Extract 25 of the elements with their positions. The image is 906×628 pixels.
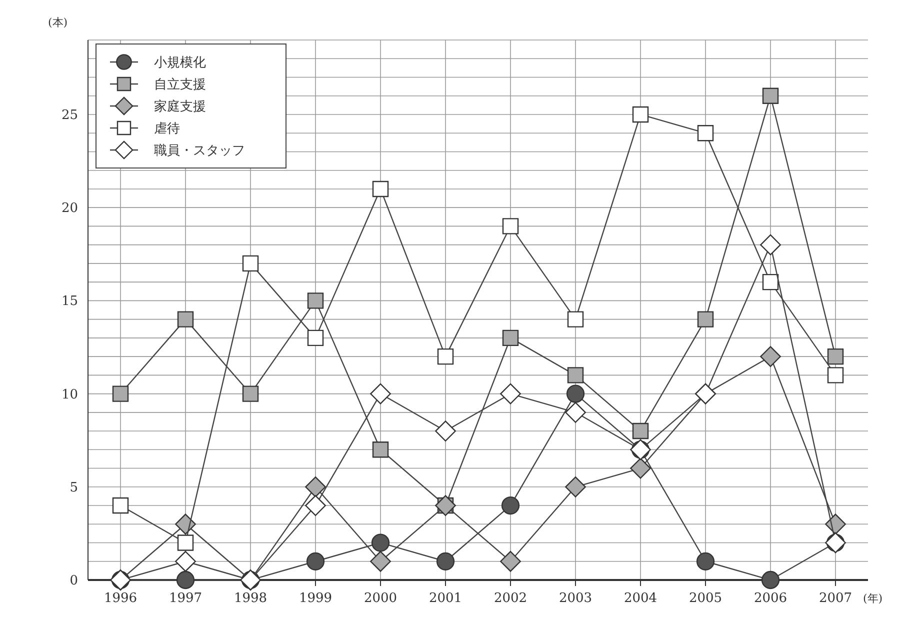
x-tick-label: 1998	[234, 591, 268, 606]
x-tick-label: 2005	[688, 591, 722, 606]
x-tick-label: 1996	[104, 591, 138, 606]
y-tick-label: 15	[61, 294, 78, 310]
y-tick-label: 10	[61, 387, 78, 402]
x-tick-label: 2002	[494, 591, 528, 606]
legend-label: 家庭支援	[154, 98, 206, 115]
x-tick-label: 2006	[754, 591, 788, 606]
x-axis-title: (年)	[863, 592, 883, 605]
y-tick-label: 5	[70, 480, 78, 496]
x-tick-label: 2000	[364, 591, 398, 606]
legend-label: 職員・スタッフ	[154, 144, 245, 159]
x-tick-label: 1999	[298, 591, 332, 606]
x-tick-label: 2003	[558, 591, 592, 606]
y-axis-title: (本)	[48, 16, 68, 29]
x-tick-label: 1997	[168, 591, 202, 606]
x-tick-label: 2001	[428, 591, 462, 606]
x-tick-label: 2007	[818, 591, 852, 606]
legend-label: 小規模化	[154, 56, 206, 71]
legend-label: 自立支援	[154, 76, 206, 93]
x-tick-label: 2004	[624, 591, 658, 606]
y-tick-label: 25	[61, 108, 78, 124]
y-tick-label: 0	[70, 574, 78, 589]
y-tick-label: 20	[61, 201, 78, 216]
legend-label: 虐待	[154, 122, 180, 137]
